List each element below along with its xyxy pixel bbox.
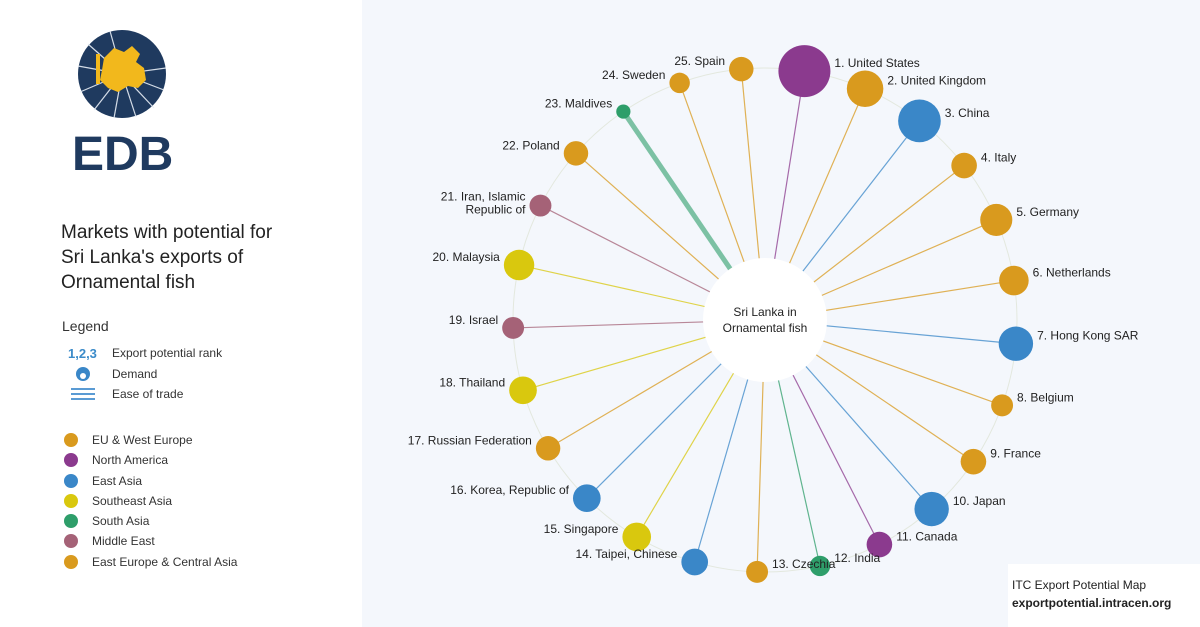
market-label: 12. India: [834, 551, 880, 565]
market-demand-bubble[interactable]: [572, 484, 601, 513]
market-demand-bubble[interactable]: [502, 316, 525, 339]
region-color-dot: [64, 453, 78, 467]
market-demand-bubble[interactable]: [729, 56, 754, 82]
market-label: 23. Maldives: [545, 97, 612, 111]
market-demand-bubble[interactable]: [746, 560, 769, 583]
center-circle: [703, 258, 827, 382]
market-label: 24. Sweden: [602, 68, 665, 82]
market-demand-bubble[interactable]: [898, 99, 941, 143]
chart-area: 1. United States 2. United Kingdom 3. Chin…: [362, 0, 1200, 627]
market-label: 19. Israel: [449, 313, 498, 327]
market-demand-bubble[interactable]: [998, 326, 1034, 361]
market-demand-bubble[interactable]: [622, 522, 652, 552]
market-demand-bubble[interactable]: [991, 394, 1014, 417]
region-label: Middle East: [92, 534, 155, 548]
region-label: North America: [92, 453, 169, 467]
region-color-dot: [64, 474, 78, 488]
legend-ease: Ease of trade: [68, 385, 183, 403]
legend-region: EU & West Europe: [64, 431, 193, 449]
market-demand-bubble[interactable]: [866, 531, 893, 558]
market-demand-bubble[interactable]: [778, 45, 831, 98]
left-panel: EDB Markets with potential for Sri Lanka…: [0, 0, 362, 627]
market-demand-bubble[interactable]: [980, 203, 1013, 236]
region-color-dot: [64, 433, 78, 447]
market-label: 17. Russian Federation: [408, 433, 532, 447]
legend-region: East Asia: [64, 472, 142, 490]
region-color-dot: [64, 555, 78, 569]
market-label: 11. Canada: [896, 530, 957, 544]
radial-chart: 1. United States 2. United Kingdom 3. Chin…: [408, 45, 1139, 583]
market-label: 2. United Kingdom: [887, 74, 986, 88]
market-demand-bubble[interactable]: [914, 491, 949, 527]
market-demand-bubble[interactable]: [809, 555, 831, 577]
market-demand-bubble[interactable]: [846, 70, 884, 107]
market-label: 3. China: [945, 106, 990, 120]
legend-demand: Demand: [68, 365, 157, 383]
region-label: East Europe & Central Asia: [92, 555, 238, 569]
edb-logo: EDB: [66, 28, 178, 181]
legend-demand-label: Demand: [112, 367, 158, 381]
market-label: 5. Germany: [1016, 205, 1079, 219]
market-demand-bubble[interactable]: [681, 548, 709, 576]
market-label: 1. United States: [834, 56, 919, 70]
legend-region: East Europe & Central Asia: [64, 553, 237, 571]
market-label: 13. Czechia: [772, 557, 836, 571]
title-line: Ornamental fish: [61, 272, 196, 293]
page-title: Markets with potential for Sri Lanka's e…: [61, 220, 351, 295]
legend-title: Legend: [62, 318, 109, 334]
market-label: 7. Hong Kong SAR: [1037, 329, 1139, 343]
legend-region: Middle East: [64, 532, 155, 550]
legend-region: North America: [64, 451, 168, 469]
market-label: 22. Poland: [502, 138, 559, 152]
legend-rank-label: Export potential rank: [112, 346, 223, 360]
region-label: EU & West Europe: [92, 433, 193, 447]
market-demand-bubble[interactable]: [999, 265, 1029, 296]
market-label: 21. Iran, Islamic Republic of: [441, 190, 526, 217]
title-line: Markets with potential for: [61, 222, 273, 243]
region-color-dot: [64, 514, 78, 528]
region-color-dot: [64, 494, 78, 508]
legend-region: South Asia: [64, 512, 149, 530]
market-label: 10. Japan: [953, 494, 1006, 508]
market-label: 15. Singapore: [544, 522, 619, 536]
market-label: 6. Netherlands: [1033, 266, 1111, 280]
market-label: 9. France: [990, 447, 1041, 461]
region-label: East Asia: [92, 474, 143, 488]
market-demand-bubble[interactable]: [509, 376, 537, 405]
market-label: 8. Belgium: [1017, 390, 1074, 404]
footer-source: ITC Export Potential Map: [1012, 578, 1147, 592]
market-label: 14. Taipei, Chinese: [576, 547, 678, 561]
region-label: Southeast Asia: [92, 494, 173, 508]
market-demand-bubble[interactable]: [529, 194, 552, 217]
center-label: Ornamental fish: [723, 321, 808, 335]
market-label: 25. Spain: [674, 54, 725, 68]
svg-text:EDB: EDB: [72, 128, 173, 178]
footer: ITC Export Potential Map exportpotential…: [1008, 564, 1200, 627]
market-demand-bubble[interactable]: [563, 141, 589, 166]
market-demand-bubble[interactable]: [960, 448, 987, 475]
region-color-dot: [64, 534, 78, 548]
market-demand-bubble[interactable]: [616, 104, 631, 119]
region-label: South Asia: [92, 514, 150, 528]
ease-of-trade-icon: [71, 388, 95, 400]
rank-symbol: 1,2,3: [68, 345, 97, 361]
legend-ease-label: Ease of trade: [112, 387, 184, 401]
market-label: 4. Italy: [981, 151, 1016, 165]
market-label: 18. Thailand: [439, 375, 505, 389]
legend-rank: 1,2,3 Export potential rank: [68, 344, 222, 362]
market-label: 16. Korea, Republic of: [450, 483, 569, 497]
footer-url-link[interactable]: exportpotential.intracen.org: [1012, 596, 1172, 610]
market-demand-bubble[interactable]: [535, 436, 561, 461]
title-line: Sri Lanka's exports of: [61, 247, 244, 268]
center-label: Sri Lanka in: [733, 305, 796, 319]
market-demand-bubble[interactable]: [669, 72, 690, 94]
legend-region: Southeast Asia: [64, 492, 172, 510]
market-demand-bubble[interactable]: [951, 152, 977, 179]
market-demand-bubble[interactable]: [503, 249, 535, 281]
market-label: 20. Malaysia: [432, 250, 500, 264]
demand-icon: [76, 367, 90, 381]
